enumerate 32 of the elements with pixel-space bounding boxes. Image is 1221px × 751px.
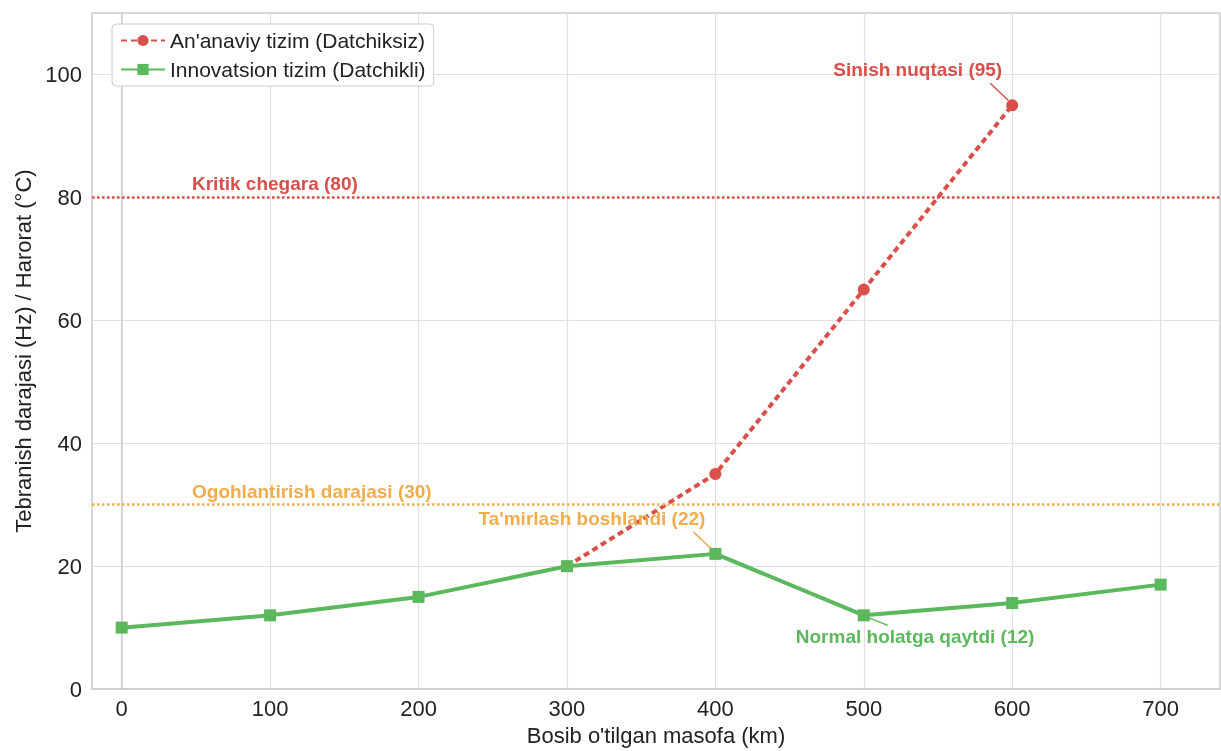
x-tick-label: 200 xyxy=(400,695,437,721)
y-tick-label: 0 xyxy=(69,676,82,702)
x-tick-label: 300 xyxy=(548,695,586,721)
ref-line-label: Ogohlantirish darajasi (30) xyxy=(192,480,432,502)
point xyxy=(412,590,425,603)
x-tick-label: 100 xyxy=(251,695,289,721)
y-tick-label: 20 xyxy=(57,553,82,579)
point xyxy=(857,283,870,296)
point xyxy=(709,547,722,560)
point xyxy=(1006,597,1019,610)
x-tick-label: 0 xyxy=(115,695,128,721)
legend-label: Innovatsion tizim (Datchikli) xyxy=(170,58,426,81)
legend-label: An'anaviy tizim (Datchiksiz) xyxy=(170,29,425,52)
point xyxy=(1006,99,1019,112)
y-axis-title: Tebranish darajasi (Hz) / Harorat (°C) xyxy=(10,169,36,533)
x-tick-label: 600 xyxy=(993,695,1031,721)
point xyxy=(115,621,128,634)
x-tick-label: 500 xyxy=(845,695,883,721)
x-tick-label: 700 xyxy=(1142,695,1179,721)
x-axis-title: Bosib o'tilgan masofa (km) xyxy=(526,722,786,748)
annotation: Sinish nuqtasi (95) xyxy=(833,59,1003,81)
x-tick-label: 400 xyxy=(697,695,734,721)
y-tick-label: 80 xyxy=(57,184,82,210)
point xyxy=(264,609,277,622)
point xyxy=(709,467,722,480)
ref-line-label: Kritik chegara (80) xyxy=(192,173,358,195)
annotation: Normal holatga qaytdi (12) xyxy=(795,626,1035,648)
point xyxy=(1154,578,1167,591)
y-tick-label: 40 xyxy=(57,430,82,456)
point xyxy=(857,609,870,622)
y-tick-label: 100 xyxy=(45,61,82,87)
y-tick-label: 60 xyxy=(57,307,82,333)
